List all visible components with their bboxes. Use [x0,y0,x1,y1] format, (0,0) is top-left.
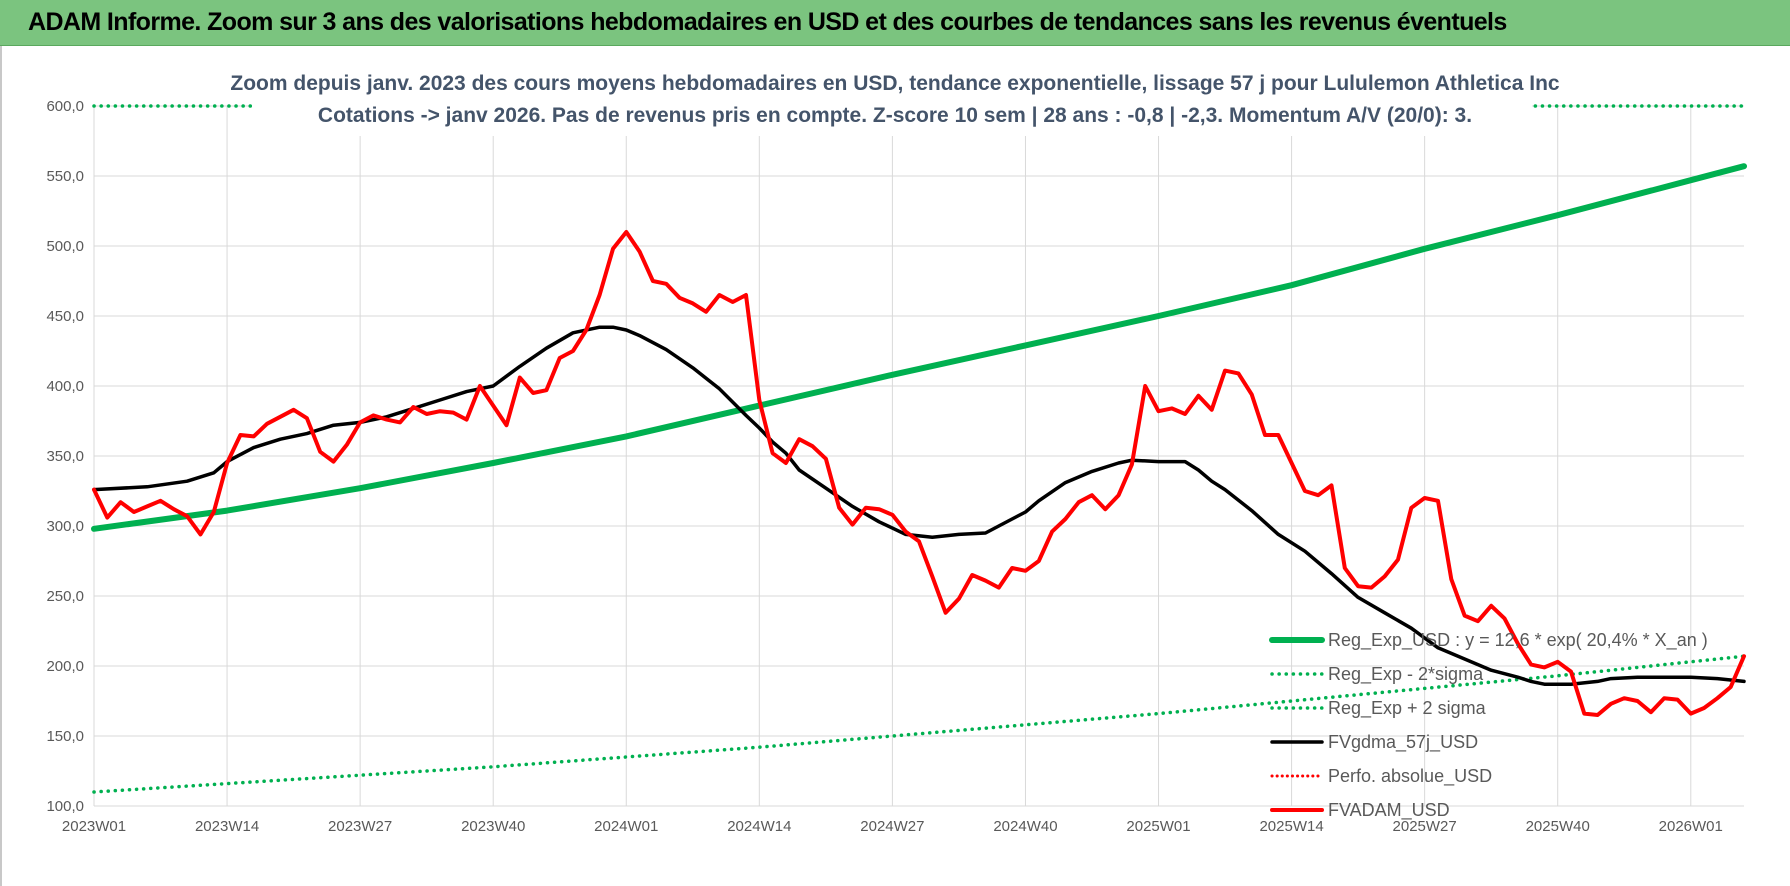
x-tick-label: 2023W14 [195,818,259,835]
series-fvadam [92,230,1746,717]
series-layer [91,104,1747,794]
series-reg-exp [91,163,1747,532]
chart-subtitle-line-2: Cotations -> janv 2026. Pas de revenus p… [318,104,1472,127]
y-tick-label: 350,0 [46,448,84,465]
x-tick-label: 2024W27 [860,818,924,835]
y-tick-label: 500,0 [46,238,84,255]
chart-frame: 600,0 550,0 500,0 450,0 400,0 350,0 300,0 250,0… [0,46,1790,886]
legend-label: Reg_Exp_USD : y = 12,6 * exp( 20,4% * X_… [1328,630,1708,651]
legend-label: Reg_Exp + 2 sigma [1328,698,1487,719]
title-banner: ADAM Informe. Zoom sur 3 ans des valoris… [0,0,1790,46]
line-chart: 600,0 550,0 500,0 450,0 400,0 350,0 300,0 250,0… [46,64,1747,835]
x-tick-label: 2025W40 [1526,818,1590,835]
x-tick-label: 2023W27 [328,818,392,835]
y-tick-label: 400,0 [46,378,84,395]
axis-layer: 600,0 550,0 500,0 450,0 400,0 350,0 300,0 250,0… [46,98,1722,835]
legend-label: FVgdma_57j_USD [1328,732,1478,753]
report-title: ADAM Informe. Zoom sur 3 ans des valoris… [28,8,1507,36]
x-tick-label: 2024W40 [993,818,1057,835]
series-reg-minus-2sigma [92,654,1746,794]
x-tick-label: 2023W01 [62,818,126,835]
legend-label: FVADAM_USD [1328,800,1450,821]
chart-subtitle-line-1: Zoom depuis janv. 2023 des cours moyens … [230,72,1560,95]
x-tick-label: 2026W01 [1659,818,1723,835]
y-tick-label: 550,0 [46,168,84,185]
subtitle-backdrop [252,64,1532,136]
x-tick-label: 2024W14 [727,818,791,835]
x-tick-label: 2023W40 [461,818,525,835]
y-tick-label: 300,0 [46,518,84,535]
y-tick-label: 200,0 [46,658,84,675]
y-tick-label: 150,0 [46,728,84,745]
grid-layer [93,105,1744,807]
y-tick-label: 450,0 [46,308,84,325]
x-tick-label: 2025W27 [1393,818,1457,835]
x-tick-label: 2024W01 [594,818,658,835]
x-tick-label: 2025W14 [1259,818,1323,835]
legend-label: Perfo. absolue_USD [1328,766,1492,787]
y-tick-label: 100,0 [46,798,84,815]
y-tick-label: 250,0 [46,588,84,605]
y-tick-label: 600,0 [46,98,84,115]
legend-label: Reg_Exp - 2*sigma [1328,664,1484,685]
x-tick-label: 2025W01 [1126,818,1190,835]
legend: Reg_Exp_USD : y = 12,6 * exp( 20,4% * X_… [1269,630,1708,821]
series-fvgdma [92,325,1746,686]
